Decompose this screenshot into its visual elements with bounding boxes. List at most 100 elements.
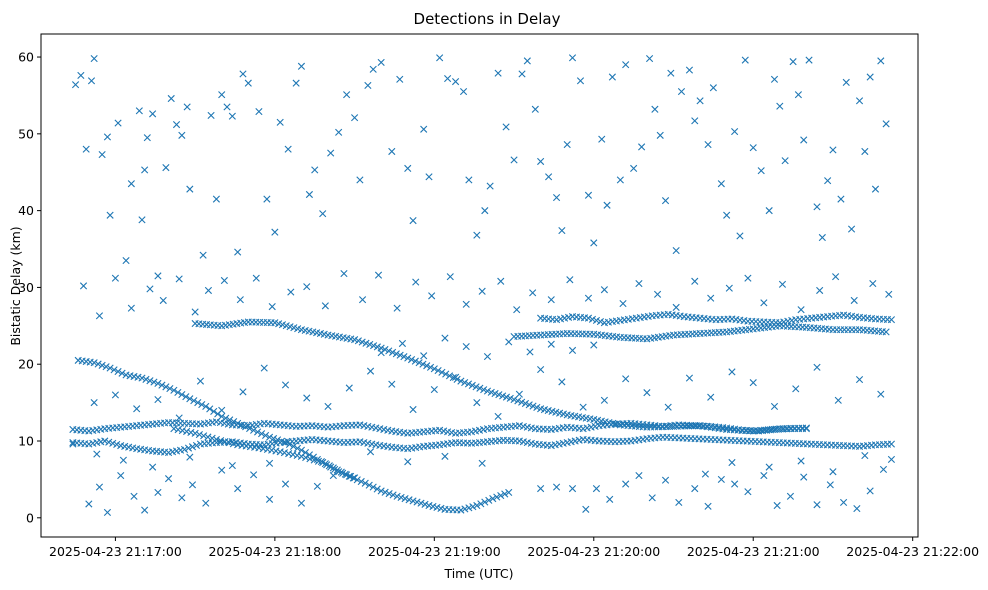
detection-marker [212, 195, 220, 203]
detection-marker [501, 490, 509, 498]
y-axis-label: Bistatic Delay (km) [8, 226, 23, 345]
detection-marker [345, 384, 353, 392]
detection-marker [725, 284, 733, 292]
detection-marker [252, 274, 260, 282]
detection-marker [476, 384, 484, 392]
detection-marker [478, 459, 486, 467]
detection-marker [464, 380, 473, 388]
detection-marker [297, 499, 306, 507]
detection-marker [385, 490, 393, 498]
detection-marker [77, 71, 85, 80]
detection-marker [760, 471, 768, 480]
detection-marker [263, 195, 271, 203]
detection-marker [191, 308, 199, 316]
detection-marker [677, 88, 686, 96]
detection-marker [305, 190, 314, 199]
detection-marker [265, 433, 274, 441]
detection-marker [887, 440, 896, 448]
detection-marker [537, 366, 545, 374]
detection-marker [778, 280, 787, 288]
detection-marker [630, 164, 638, 172]
detection-marker [441, 334, 449, 342]
detection-marker [388, 147, 396, 156]
detection-marker [206, 405, 214, 413]
detection-marker [409, 497, 417, 505]
detection-marker [409, 405, 417, 414]
detection-marker [579, 403, 587, 411]
detection-marker [661, 476, 670, 484]
detection-marker [141, 506, 149, 514]
detection-marker [109, 439, 117, 447]
detection-marker [622, 480, 630, 488]
detection-marker [111, 391, 120, 399]
detection-marker [423, 362, 431, 370]
detection-marker [426, 363, 435, 371]
detection-marker [250, 471, 258, 479]
detection-marker [297, 446, 306, 454]
detection-marker [483, 352, 492, 361]
detection-marker [369, 483, 377, 491]
detection-marker [236, 296, 244, 304]
detection-marker [877, 57, 885, 65]
detection-marker [449, 374, 457, 382]
detection-marker [175, 414, 183, 422]
detection-marker [834, 396, 842, 404]
detection-marker [701, 470, 709, 478]
detection-marker [183, 427, 191, 436]
detection-marker [180, 445, 189, 454]
detection-marker [364, 81, 372, 90]
detection-marker [635, 279, 643, 288]
detection-marker [281, 438, 290, 447]
detection-marker [218, 412, 226, 421]
detection-marker [446, 273, 454, 281]
detection-marker [257, 430, 266, 438]
detection-marker [238, 421, 246, 429]
detection-marker [114, 367, 122, 376]
detection-marker [90, 54, 98, 63]
detection-marker [361, 479, 369, 487]
detection-marker [616, 176, 624, 184]
detection-marker [442, 370, 450, 378]
detection-marker [178, 426, 186, 435]
detection-marker [207, 111, 215, 119]
detection-marker [178, 131, 186, 139]
detection-marker [588, 315, 597, 323]
detection-marker [419, 360, 427, 368]
detection-marker [186, 185, 194, 193]
detection-marker [497, 277, 505, 285]
detection-marker [879, 465, 888, 474]
detection-marker [462, 342, 470, 351]
detection-marker [728, 458, 736, 467]
detection-marker [122, 256, 130, 265]
detection-marker [656, 131, 664, 139]
detection-marker [638, 143, 646, 151]
detection-marker [866, 487, 874, 495]
detection-marker [268, 303, 276, 311]
detection-marker [505, 488, 513, 497]
detection-marker [135, 107, 143, 115]
detection-marker [405, 496, 413, 504]
detection-marker [146, 285, 154, 293]
detection-marker [436, 54, 444, 62]
detection-marker [407, 356, 416, 364]
detection-marker [244, 79, 252, 87]
detection-marker [457, 377, 465, 385]
y-axis-ticks: 0 10 20 30 40 50 60 [18, 50, 41, 525]
detection-marker [366, 367, 375, 375]
detection-marker [401, 495, 409, 503]
detection-marker [94, 360, 102, 368]
detection-marker [685, 374, 694, 382]
detection-marker [707, 393, 715, 401]
detection-marker [566, 276, 574, 284]
detection-marker [816, 286, 824, 295]
detection-marker [818, 233, 826, 242]
detection-marker [696, 97, 704, 105]
detection-marker [473, 231, 481, 239]
detection-marker [143, 134, 151, 142]
detection-marker [101, 437, 109, 445]
detection-marker [643, 389, 651, 397]
detection-marker [106, 364, 114, 372]
detection-marker [340, 270, 348, 278]
detection-marker [202, 499, 210, 507]
detection-marker [584, 294, 593, 302]
